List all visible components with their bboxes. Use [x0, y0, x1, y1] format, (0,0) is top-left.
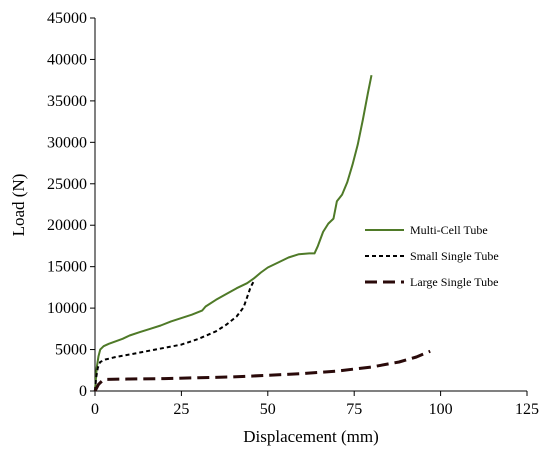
x-axis-title: Displacement (mm): [243, 427, 379, 446]
series-line-2: [94, 280, 255, 392]
x-ticks: 0 25 50 75 100 125: [91, 391, 539, 418]
legend: Multi-Cell Tube Small Single Tube Large Si…: [365, 223, 499, 289]
x-tick-label: 100: [429, 401, 453, 418]
y-tick-label: 30000: [47, 134, 87, 151]
y-tick-label: 45000: [47, 10, 87, 27]
y-ticks: 0 5000 10000 15000 20000 25000 30000 35000 40000…: [47, 10, 95, 400]
y-tick-label: 25000: [47, 176, 87, 193]
y-axis-title: Load (N): [9, 174, 28, 237]
legend-label-3: Large Single Tube: [410, 275, 498, 289]
x-tick-label: 0: [91, 401, 99, 418]
y-tick-label: 15000: [47, 259, 87, 276]
legend-label-1: Multi-Cell Tube: [410, 223, 488, 237]
y-tick-label: 35000: [47, 93, 87, 110]
x-tick-label: 75: [346, 401, 362, 418]
x-tick-label: 50: [260, 401, 276, 418]
y-tick-label: 20000: [47, 217, 87, 234]
y-tick-label: 5000: [55, 342, 87, 359]
axes: [94, 18, 527, 392]
y-tick-label: 10000: [47, 300, 87, 317]
x-tick-label: 25: [173, 401, 189, 418]
y-tick-label: 0: [79, 383, 87, 400]
x-tick-label: 125: [515, 401, 539, 418]
series-layer: [93, 75, 431, 392]
y-tick-label: 40000: [47, 51, 87, 68]
series-line-1: [94, 75, 373, 392]
legend-label-2: Small Single Tube: [410, 249, 499, 263]
